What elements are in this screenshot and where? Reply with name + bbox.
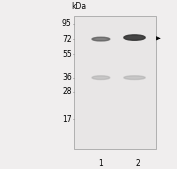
Ellipse shape [124, 76, 145, 80]
Text: 95: 95 [62, 19, 72, 28]
Text: 17: 17 [62, 115, 72, 124]
Ellipse shape [92, 37, 110, 41]
FancyBboxPatch shape [74, 16, 156, 149]
Text: 28: 28 [62, 87, 72, 96]
Text: 2: 2 [136, 159, 140, 168]
Text: 1: 1 [99, 159, 103, 168]
Text: 36: 36 [62, 73, 72, 82]
Ellipse shape [92, 76, 110, 80]
Text: kDa: kDa [71, 2, 86, 11]
Text: 72: 72 [62, 35, 72, 44]
Text: 55: 55 [62, 50, 72, 59]
Ellipse shape [124, 35, 145, 40]
